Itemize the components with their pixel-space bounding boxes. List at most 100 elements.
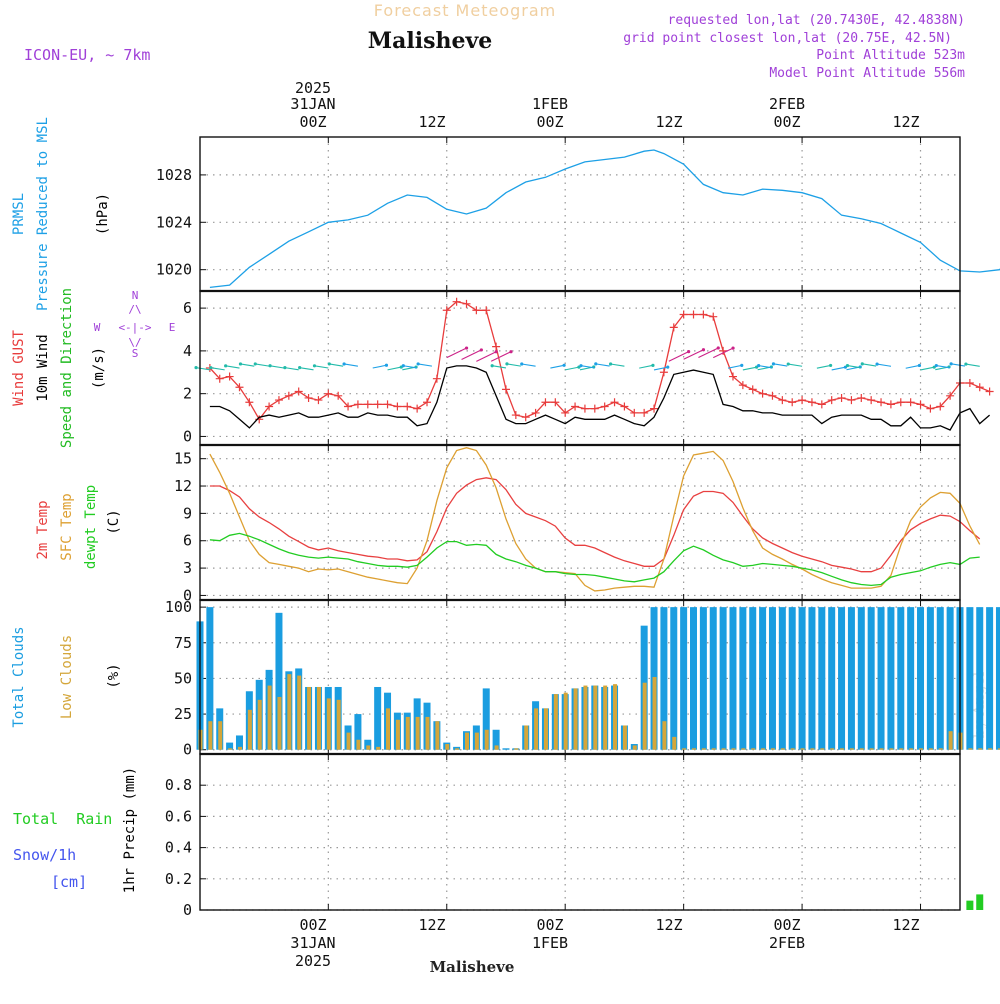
station-title: Malisheve	[368, 28, 492, 54]
gust-marker	[827, 396, 836, 405]
dewpt-temp-line	[209, 532, 980, 587]
total-cloud-bar	[838, 607, 846, 750]
gust-marker	[571, 402, 580, 411]
gust-marker	[334, 391, 343, 400]
total-cloud-bar	[482, 688, 490, 750]
gust-marker	[561, 408, 570, 417]
gust-marker	[225, 372, 234, 381]
wind-arrow-head	[875, 362, 879, 366]
clouds-ytick-label: 0	[183, 741, 192, 759]
low-cloud-bar	[514, 748, 519, 750]
wind-arrow	[580, 365, 595, 369]
pressure-unit: (hPa)	[95, 193, 111, 235]
wind-arrow-head	[268, 364, 272, 368]
gust-marker	[975, 383, 984, 392]
gust-marker	[245, 398, 254, 407]
temp-ytick-label: 3	[183, 559, 192, 577]
bottom-tick-00z-c: 00Z	[773, 916, 800, 934]
gust-marker	[452, 297, 461, 306]
gust-marker	[403, 402, 412, 411]
total-cloud-bar	[966, 607, 974, 750]
t2m-legend: 2m Temp	[35, 500, 51, 559]
gust-marker	[758, 389, 767, 398]
bottom-tick-00z-a: 00Z	[299, 916, 326, 934]
low-cloud-bar	[613, 684, 618, 750]
wind-arrow-head	[490, 364, 494, 368]
gust-marker	[847, 396, 856, 405]
gust-marker	[600, 402, 609, 411]
gust-marker	[936, 402, 945, 411]
wind-arrow-head	[520, 362, 524, 366]
wind-arrow-head	[829, 363, 833, 368]
low-cloud-bar	[307, 686, 312, 750]
wind-arrow	[403, 365, 418, 369]
rain-bar	[966, 900, 974, 910]
total-cloud-bar	[226, 742, 234, 750]
temp-frame	[199, 444, 961, 601]
total-cloud-bar	[206, 607, 214, 750]
total-cloud-bar	[690, 607, 698, 750]
wind-unit: (m/s)	[91, 347, 107, 389]
low-cloud-bar	[889, 748, 894, 750]
precip-ytick-label: 0	[183, 901, 192, 919]
wind-arrow-head	[666, 365, 670, 369]
low-cloud-bar	[840, 748, 845, 750]
wind-panel: 0 2 4 6	[183, 290, 994, 446]
total-cloud-bar	[907, 607, 915, 750]
pressure-legend: PRMSL Pressure Reduced to MSL (hPa)	[11, 117, 111, 311]
total-cloud-bar	[818, 607, 826, 750]
low-clouds-legend: Low Clouds	[59, 635, 75, 719]
compass-n: N	[132, 289, 139, 302]
compass-down: \/	[128, 336, 141, 349]
total-cloud-bar	[887, 607, 895, 750]
total-cloud-bar	[670, 607, 678, 750]
wind-arrow-head	[238, 362, 243, 366]
wind-arrow	[446, 347, 467, 359]
low-cloud-bar	[366, 745, 371, 750]
total-cloud-bar	[877, 607, 885, 750]
gust-marker	[492, 342, 501, 351]
low-cloud-bar	[386, 708, 391, 750]
total-cloud-bar	[808, 607, 816, 750]
temp-ytick-label: 9	[183, 504, 192, 522]
top-year: 2025	[295, 79, 331, 97]
wind-arrow-head	[687, 350, 691, 354]
low-cloud-bar	[790, 748, 795, 750]
low-cloud-bar	[770, 748, 775, 750]
wind-arrow-head	[701, 348, 706, 352]
top-day-2feb: 2FEB	[769, 95, 805, 113]
wind-arrow-head	[651, 363, 655, 367]
gust-marker	[541, 398, 550, 407]
gust-marker	[551, 398, 560, 407]
total-cloud-bar	[857, 607, 865, 750]
wind-arrow	[683, 349, 704, 360]
low-cloud-bar	[455, 748, 460, 750]
wind-arrow	[653, 366, 668, 371]
gust-marker	[511, 411, 520, 420]
total-cloud-bar	[453, 746, 461, 750]
precip-ytick-label: 0.4	[165, 839, 192, 857]
low-cloud-bar	[899, 748, 904, 750]
wind-arrow	[847, 365, 862, 369]
clouds-frame	[199, 599, 961, 755]
gust-marker	[630, 408, 639, 417]
compass-up: /\	[128, 303, 141, 316]
wind-arrow	[269, 365, 284, 369]
low-cloud-bar	[257, 699, 262, 750]
gust-marker	[274, 396, 283, 405]
low-cloud-bar	[376, 746, 381, 750]
wind-arrow-head	[579, 364, 583, 368]
low-cloud-bar	[415, 716, 420, 750]
low-cloud-bar	[435, 721, 440, 750]
wind-arrow-head	[608, 362, 613, 366]
low-cloud-bar	[672, 736, 677, 750]
gust-marker	[373, 400, 382, 409]
temp-unit: (C)	[106, 509, 122, 534]
low-cloud-bar	[356, 739, 361, 750]
gust-marker	[896, 398, 905, 407]
gust-marker	[215, 374, 224, 383]
gust-marker	[521, 413, 530, 422]
low-cloud-bar	[494, 745, 499, 750]
gust-marker	[353, 400, 362, 409]
